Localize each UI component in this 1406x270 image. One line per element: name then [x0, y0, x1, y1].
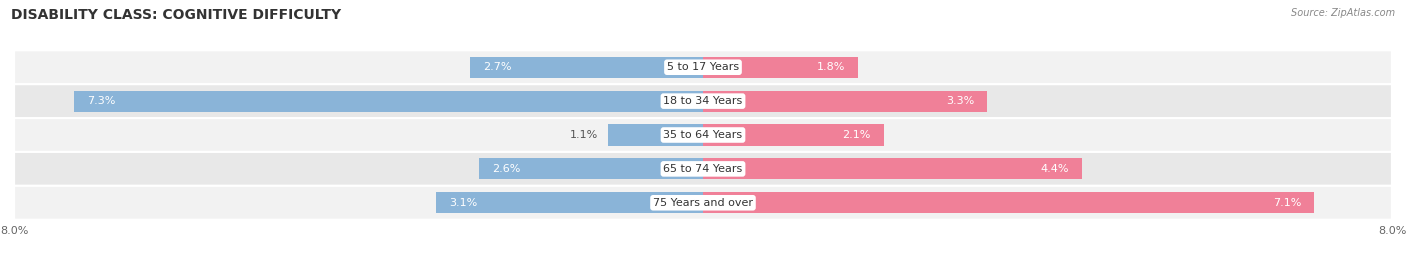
- Text: DISABILITY CLASS: COGNITIVE DIFFICULTY: DISABILITY CLASS: COGNITIVE DIFFICULTY: [11, 8, 342, 22]
- Text: 7.3%: 7.3%: [87, 96, 115, 106]
- Text: Source: ZipAtlas.com: Source: ZipAtlas.com: [1291, 8, 1395, 18]
- Text: 1.8%: 1.8%: [817, 62, 845, 72]
- Bar: [703, 124, 884, 146]
- Text: 35 to 64 Years: 35 to 64 Years: [664, 130, 742, 140]
- Text: 3.1%: 3.1%: [449, 198, 477, 208]
- FancyBboxPatch shape: [14, 118, 1392, 152]
- Text: 2.1%: 2.1%: [842, 130, 870, 140]
- Bar: [703, 91, 987, 112]
- Bar: [703, 158, 1083, 179]
- Bar: [479, 158, 703, 179]
- Bar: [703, 57, 858, 78]
- Bar: [436, 192, 703, 213]
- Text: 75 Years and over: 75 Years and over: [652, 198, 754, 208]
- FancyBboxPatch shape: [14, 186, 1392, 220]
- Text: 1.1%: 1.1%: [569, 130, 598, 140]
- Bar: [609, 124, 703, 146]
- Text: 18 to 34 Years: 18 to 34 Years: [664, 96, 742, 106]
- Bar: [471, 57, 703, 78]
- Text: 5 to 17 Years: 5 to 17 Years: [666, 62, 740, 72]
- FancyBboxPatch shape: [14, 50, 1392, 84]
- Text: 4.4%: 4.4%: [1040, 164, 1069, 174]
- FancyBboxPatch shape: [14, 84, 1392, 118]
- Text: 2.7%: 2.7%: [484, 62, 512, 72]
- Bar: [703, 192, 1315, 213]
- Text: 2.6%: 2.6%: [492, 164, 520, 174]
- Text: 65 to 74 Years: 65 to 74 Years: [664, 164, 742, 174]
- Bar: [75, 91, 703, 112]
- Text: 3.3%: 3.3%: [946, 96, 974, 106]
- FancyBboxPatch shape: [14, 152, 1392, 186]
- Text: 7.1%: 7.1%: [1274, 198, 1302, 208]
